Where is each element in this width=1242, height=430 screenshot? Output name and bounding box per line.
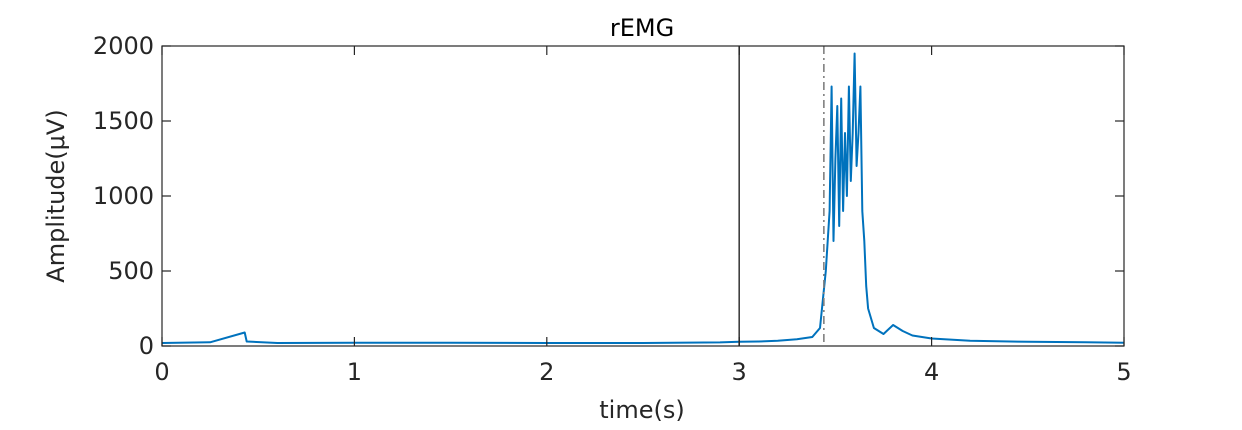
- axes-box: [161, 45, 1125, 347]
- x-tick-label: 2: [539, 358, 554, 386]
- y-tick-label: 1500: [93, 107, 154, 135]
- x-tick-label: 3: [732, 358, 747, 386]
- x-axis-label: time(s): [599, 396, 684, 424]
- y-tick-label: 0: [139, 332, 154, 360]
- y-tick-label: 500: [108, 257, 154, 285]
- plot-area: 0 1 2 3 4 5 0 500 1000 1500 2000: [93, 32, 1132, 386]
- series-line-0: [161, 52, 1125, 344]
- x-tick-label: 0: [154, 358, 169, 386]
- chart-title: rEMG: [610, 14, 674, 42]
- y-tick-label: 1000: [93, 182, 154, 210]
- y-axis-label: Amplitude(μV): [42, 109, 70, 282]
- y-tick-label: 2000: [93, 32, 154, 60]
- x-tick-label: 5: [1116, 358, 1131, 386]
- x-tick-label: 1: [347, 358, 362, 386]
- x-tick-label: 4: [924, 358, 939, 386]
